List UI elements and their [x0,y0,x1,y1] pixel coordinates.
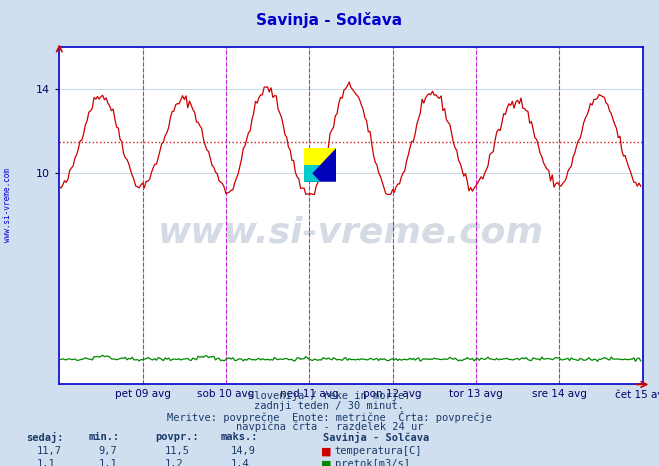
Text: 1,1: 1,1 [99,459,117,466]
Text: Savinja - Solčava: Savinja - Solčava [323,432,429,444]
Text: 9,7: 9,7 [99,446,117,456]
Text: pretok[m3/s]: pretok[m3/s] [335,459,410,466]
Text: Slovenija / reke in morje.: Slovenija / reke in morje. [248,391,411,400]
Text: ■: ■ [321,459,331,466]
Text: zadnji teden / 30 minut.: zadnji teden / 30 minut. [254,401,405,411]
Text: Meritve: povprečne  Enote: metrične  Črta: povprečje: Meritve: povprečne Enote: metrične Črta:… [167,411,492,423]
Text: 1,2: 1,2 [165,459,183,466]
Text: www.si-vreme.com: www.si-vreme.com [158,215,544,249]
Text: www.si-vreme.com: www.si-vreme.com [3,168,13,242]
Text: ■: ■ [321,446,331,456]
Text: 11,7: 11,7 [36,446,61,456]
Text: 11,5: 11,5 [165,446,190,456]
Text: temperatura[C]: temperatura[C] [335,446,422,456]
Text: povpr.:: povpr.: [155,432,198,442]
Text: min.:: min.: [89,432,120,442]
Text: Savinja - Solčava: Savinja - Solčava [256,12,403,27]
Text: navpična črta - razdelek 24 ur: navpična črta - razdelek 24 ur [236,421,423,432]
Text: 1,1: 1,1 [36,459,55,466]
Text: maks.:: maks.: [221,432,258,442]
Text: 1,4: 1,4 [231,459,249,466]
Text: sedaj:: sedaj: [26,432,64,444]
Text: 14,9: 14,9 [231,446,256,456]
